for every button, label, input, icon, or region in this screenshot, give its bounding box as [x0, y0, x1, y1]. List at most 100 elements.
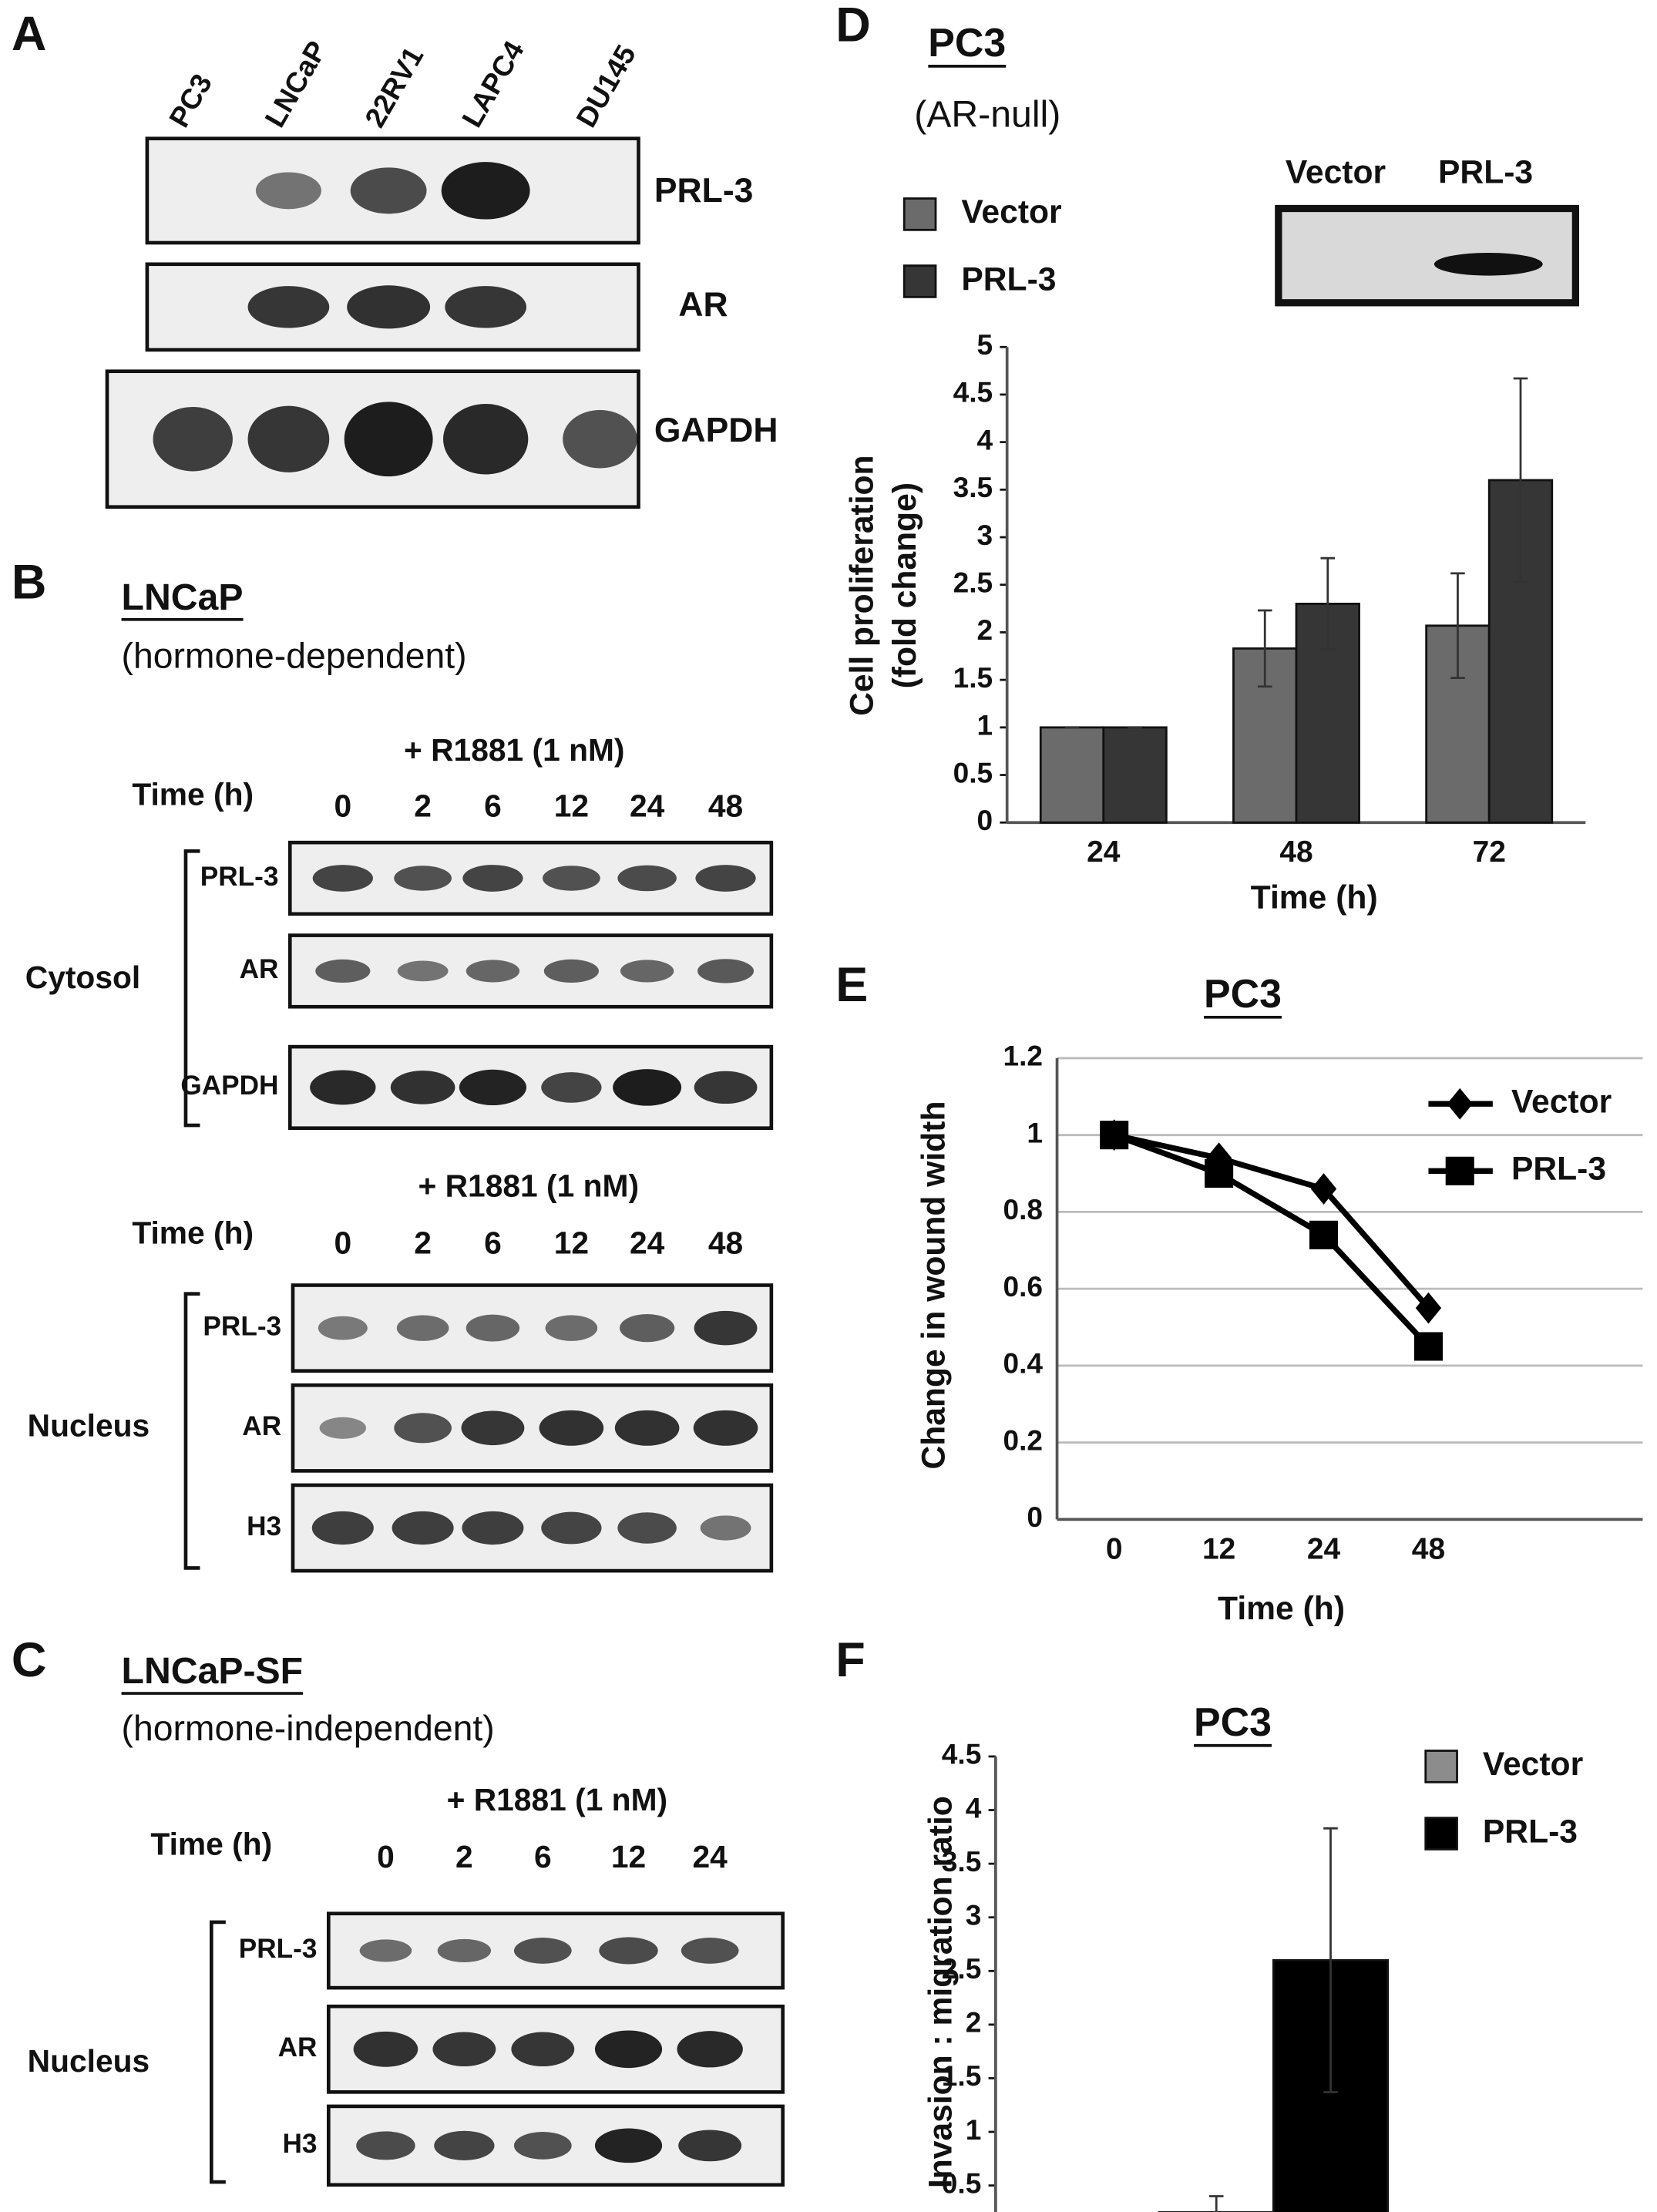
y-tick-label: 0.8	[1003, 1193, 1043, 1225]
marker	[1309, 1220, 1339, 1249]
legend-label: Vector	[961, 193, 1061, 230]
blot-band	[315, 959, 371, 983]
blot-band	[434, 2130, 495, 2160]
blot-band	[693, 1410, 758, 1446]
blot-band	[697, 959, 755, 983]
blot-band	[543, 866, 600, 891]
panel-subtitle: (hormone-independent)	[122, 1708, 495, 1748]
bracket	[209, 1920, 226, 2184]
blot-band	[350, 167, 427, 214]
y-tick-label: 4	[977, 423, 993, 456]
blot-time: 6	[484, 1225, 502, 1260]
y-tick-label: 0.2	[1003, 1424, 1043, 1456]
panel-label: C	[12, 1633, 47, 1687]
blot-band	[681, 1938, 739, 1964]
panel-label: D	[835, 0, 871, 52]
blot-band	[397, 960, 449, 982]
legend-marker	[1445, 1156, 1474, 1185]
blot-band	[599, 1937, 658, 1965]
blot-band	[359, 1939, 412, 1962]
blot-time: 2	[455, 1839, 473, 1874]
y-tick-label: 5	[977, 328, 993, 361]
y-tick-label: 3	[977, 519, 993, 551]
blot-time: 24	[630, 788, 665, 823]
legend-label: PRL-3	[1511, 1151, 1606, 1188]
y-axis-label: (fold change)	[886, 482, 923, 688]
blot-time: 2	[414, 1225, 432, 1260]
y-tick-label: 0.6	[1003, 1270, 1043, 1303]
blot-treatment: + R1881 (1 nM)	[418, 1168, 640, 1203]
blot-band	[513, 2131, 572, 2160]
x-tick-label: 48	[1279, 835, 1312, 869]
row-label: AR	[678, 286, 728, 324]
legend-swatch	[902, 264, 937, 298]
y-tick-label: 4.5	[942, 1738, 982, 1770]
y-tick-label: 0.5	[953, 756, 993, 788]
legend-marker	[1447, 1088, 1473, 1120]
blot-band	[545, 1315, 598, 1341]
legend-label: Vector	[1483, 1746, 1583, 1783]
y-tick-label: 2.5	[953, 566, 993, 599]
blot-band	[319, 1417, 367, 1439]
blot-band	[394, 1413, 452, 1444]
panel-label: A	[12, 7, 47, 61]
row-label: AR	[242, 1411, 281, 1441]
blot-band	[353, 2031, 418, 2067]
blot-band	[594, 2030, 663, 2069]
row-label: H3	[282, 2129, 317, 2159]
blot-treatment: + R1881 (1 nM)	[447, 1782, 668, 1817]
panel-title: LNCaP-SF	[122, 1650, 304, 1692]
blot-band	[462, 1511, 524, 1545]
y-tick-label: 2	[966, 2006, 982, 2039]
blot-band	[432, 2032, 496, 2067]
x-tick-label: 24	[1087, 835, 1121, 869]
blot-time: 2	[414, 788, 432, 823]
fraction-label: Cytosol	[25, 960, 140, 995]
blot-band	[613, 1069, 682, 1106]
legend-label: PRL-3	[961, 261, 1056, 298]
blot-band	[563, 409, 637, 469]
blot-time-label: Time (h)	[132, 777, 254, 812]
chart-subtitle: (AR-null)	[914, 94, 1060, 136]
blot-box	[291, 1283, 774, 1373]
marker	[1100, 1121, 1129, 1150]
blot-band	[153, 406, 233, 472]
lane-label: LAPC4	[455, 35, 530, 133]
lane-label: 22RV1	[358, 41, 430, 133]
blot-band	[620, 960, 674, 983]
blot-time: 48	[708, 1225, 743, 1260]
blot-time: 12	[554, 1225, 589, 1260]
row-label: PRL-3	[203, 1311, 281, 1341]
line-series	[1113, 1132, 1431, 1349]
blot-band	[445, 286, 527, 328]
chart-title: PC3	[1204, 971, 1282, 1016]
row-label: H3	[247, 1511, 281, 1541]
row-label: PRL-3	[200, 862, 279, 892]
y-axis-label: Cell proliferation	[844, 455, 881, 715]
blot-band	[677, 2031, 743, 2068]
legend-swatch	[1424, 1750, 1458, 1783]
blot-band	[539, 1410, 604, 1446]
panel-label: F	[835, 1633, 865, 1687]
row-label: PRL-3	[654, 172, 754, 210]
fraction-label: Nucleus	[28, 1408, 150, 1444]
blot-band	[614, 1410, 680, 1446]
error-bar	[1257, 609, 1272, 688]
row-label: AR	[240, 954, 279, 984]
blot-band	[390, 1071, 455, 1104]
y-tick-label: 0	[1027, 1501, 1043, 1533]
y-tick-label: 0.5	[942, 2167, 982, 2199]
blot-band	[678, 2130, 742, 2162]
blot-band	[356, 2131, 415, 2160]
row-label: GAPDH	[654, 412, 778, 449]
blot-band	[695, 865, 756, 892]
blot-band	[443, 403, 529, 475]
blot-time: 6	[534, 1839, 552, 1874]
blot-band	[541, 1511, 602, 1545]
y-tick-label: 1.5	[953, 661, 993, 694]
inset-lane-label: PRL-3	[1438, 153, 1533, 190]
blot-band	[396, 1315, 449, 1341]
chart-title: PC3	[928, 20, 1006, 65]
x-tick-label: 24	[1307, 1532, 1341, 1565]
